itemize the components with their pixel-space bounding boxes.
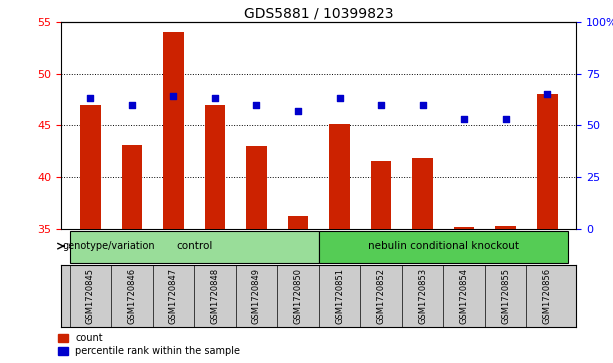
Text: GSM1720856: GSM1720856	[543, 268, 552, 324]
Bar	[495, 225, 516, 229]
Text: GSM1720855: GSM1720855	[501, 268, 510, 324]
Text: GSM1720851: GSM1720851	[335, 268, 344, 324]
Bar	[80, 105, 101, 229]
Point	[293, 108, 303, 114]
Text: GSM1720853: GSM1720853	[418, 268, 427, 324]
Point	[459, 116, 469, 122]
Bar	[205, 105, 226, 229]
Text: GSM1720854: GSM1720854	[460, 268, 468, 324]
Bar	[287, 216, 308, 229]
Text: nebulin conditional knockout: nebulin conditional knockout	[368, 241, 519, 251]
Text: genotype/variation: genotype/variation	[62, 241, 154, 251]
Bar	[371, 162, 392, 229]
Point	[127, 102, 137, 107]
Legend: count, percentile rank within the sample: count, percentile rank within the sample	[54, 330, 244, 360]
Bar	[70, 231, 319, 263]
Text: control: control	[176, 241, 212, 251]
Point	[335, 95, 345, 101]
Text: GSM1720845: GSM1720845	[86, 268, 95, 324]
Bar	[537, 94, 558, 229]
Text: GSM1720846: GSM1720846	[128, 268, 137, 324]
Text: GSM1720847: GSM1720847	[169, 268, 178, 324]
Bar	[246, 146, 267, 229]
Bar	[454, 227, 474, 229]
Bar	[121, 145, 142, 229]
Text: GSM1720849: GSM1720849	[252, 268, 261, 324]
Text: GSM1720850: GSM1720850	[294, 268, 302, 324]
Point	[417, 102, 427, 107]
Title: GDS5881 / 10399823: GDS5881 / 10399823	[244, 7, 394, 21]
Point	[169, 93, 178, 99]
Text: GSM1720852: GSM1720852	[376, 268, 386, 324]
Point	[376, 102, 386, 107]
Bar	[412, 158, 433, 229]
Text: GSM1720848: GSM1720848	[210, 268, 219, 324]
Bar	[319, 231, 568, 263]
Point	[210, 95, 220, 101]
Point	[85, 95, 95, 101]
Point	[501, 116, 511, 122]
Point	[251, 102, 261, 107]
Bar	[329, 124, 350, 229]
Bar	[163, 32, 184, 229]
Point	[543, 91, 552, 97]
